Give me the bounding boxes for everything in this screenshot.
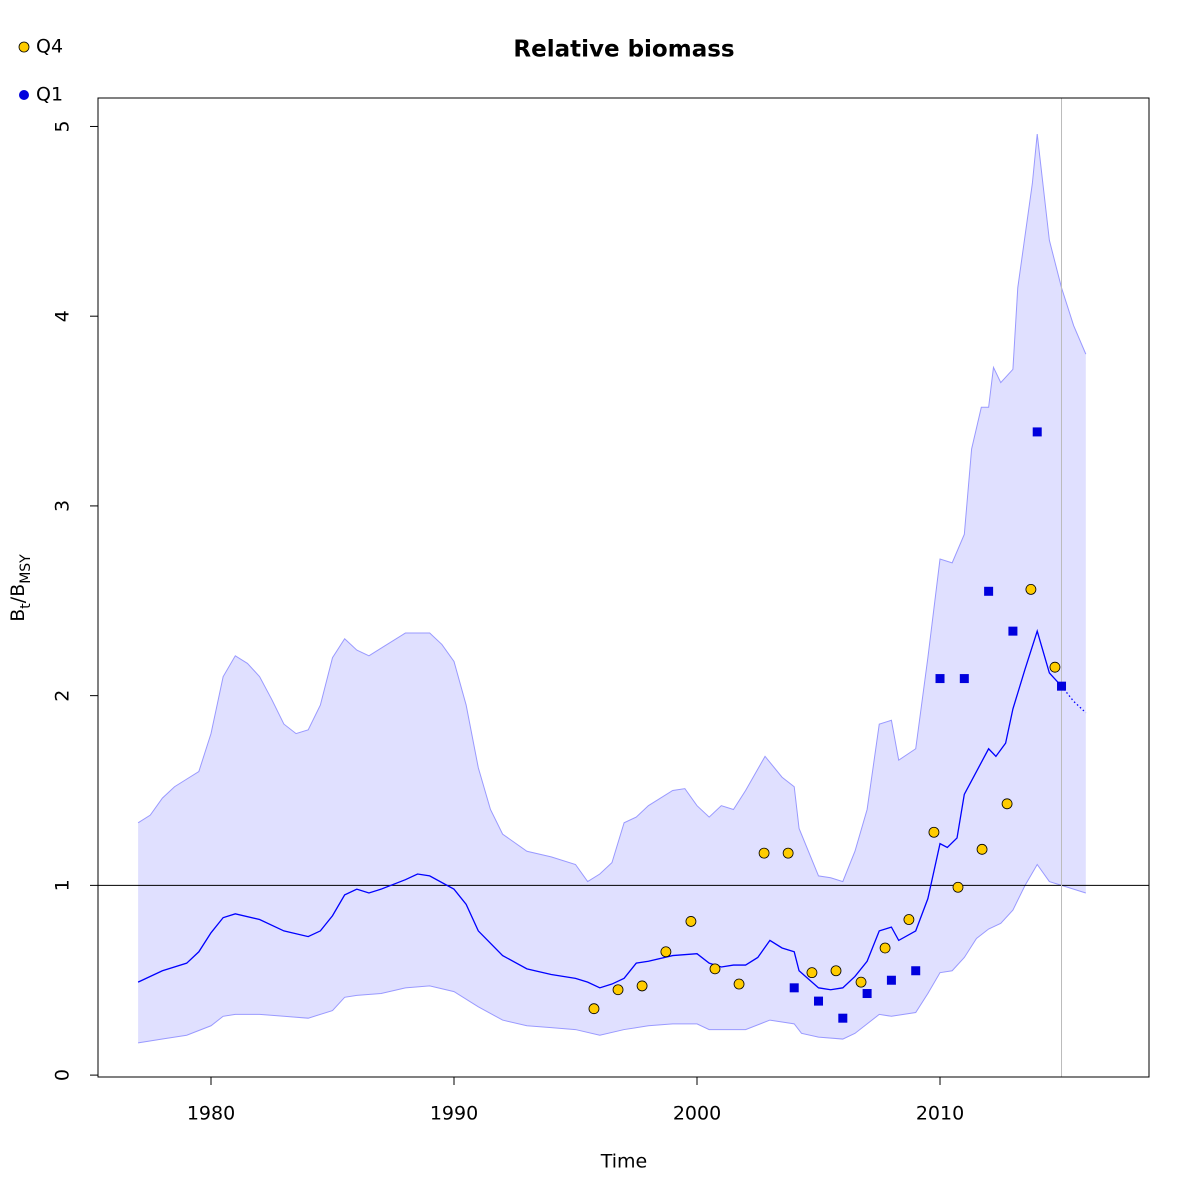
x-tick-label: 1990: [430, 1103, 478, 1125]
point: [935, 674, 945, 684]
point: [588, 1003, 600, 1015]
point: [952, 881, 964, 893]
y-tick-label: 0: [52, 1069, 74, 1081]
y-axis-label-part: B: [7, 609, 29, 622]
point: [830, 965, 842, 977]
point: [862, 989, 872, 999]
y-tick-label: 1: [52, 879, 74, 891]
chart-title: Relative biomass: [513, 37, 734, 63]
median-line: [137, 628, 1062, 991]
confidence-band: [138, 134, 1086, 1043]
legend-label: Q4: [36, 36, 63, 58]
point: [806, 967, 818, 979]
y-axis-label-part: /B: [7, 584, 29, 603]
x-axis-label: Time: [600, 1151, 648, 1173]
point: [758, 847, 770, 859]
band-upper-edge: [137, 133, 1087, 883]
legend-label: Q1: [36, 84, 63, 106]
legend-marker: [18, 41, 30, 53]
point: [1049, 661, 1061, 673]
y-tick-label: 2: [52, 690, 74, 702]
point: [928, 826, 940, 838]
point: [838, 1013, 848, 1023]
y-axis-label-part: MSY: [18, 554, 34, 584]
y-tick-label: 5: [52, 120, 74, 132]
y-axis-label: Bt/BMSY: [7, 554, 35, 622]
point: [886, 975, 896, 985]
point: [782, 847, 794, 859]
point: [733, 978, 745, 990]
point: [903, 914, 915, 925]
point: [1032, 427, 1042, 437]
point: [984, 586, 994, 596]
y-tick-label: 3: [52, 500, 74, 512]
point: [1001, 798, 1013, 810]
legend-marker: [19, 90, 29, 100]
point: [959, 674, 969, 684]
point: [636, 980, 648, 992]
point: [911, 966, 921, 976]
point: [814, 996, 824, 1006]
point: [709, 963, 721, 975]
plot-frame: [97, 97, 1150, 1078]
x-tick-label: 1980: [187, 1103, 235, 1125]
y-axis-label-part: t: [18, 603, 34, 609]
point: [1008, 626, 1018, 636]
band-lower-edge: [138, 863, 1086, 1044]
point: [789, 983, 799, 993]
point: [612, 984, 624, 996]
point: [879, 942, 891, 954]
point: [855, 976, 867, 988]
x-tick-label: 2010: [916, 1103, 964, 1125]
point: [1057, 681, 1067, 691]
point: [660, 946, 672, 958]
point: [1025, 583, 1037, 595]
point: [685, 916, 697, 927]
point: [976, 843, 988, 855]
x-tick-label: 2000: [673, 1103, 721, 1125]
y-tick-label: 4: [52, 310, 74, 322]
